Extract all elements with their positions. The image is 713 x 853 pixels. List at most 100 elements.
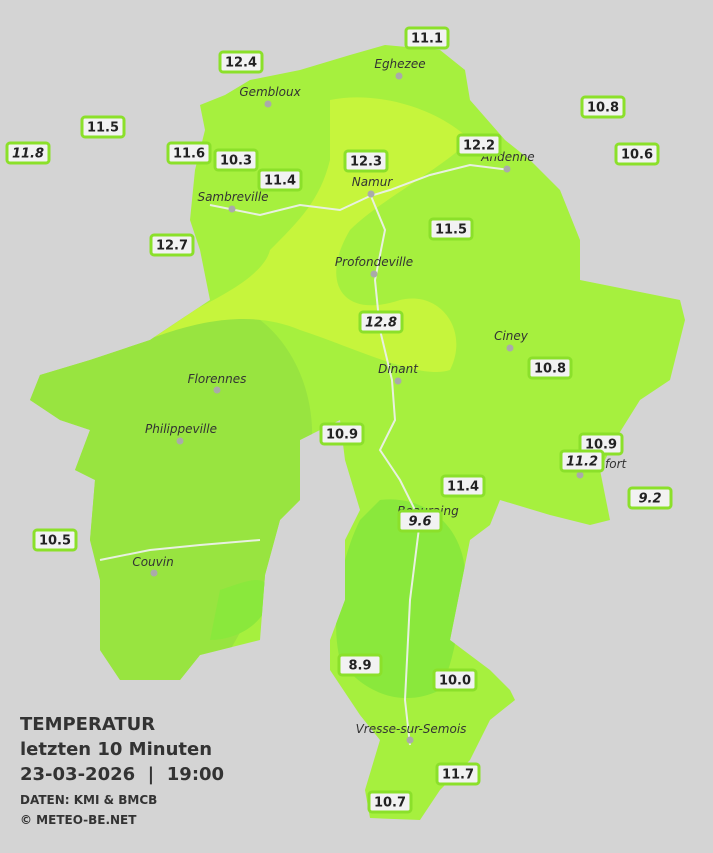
station-value: 11.4: [264, 174, 296, 189]
station: 10.3: [213, 148, 259, 172]
station-box: [559, 449, 605, 473]
station: 9.2: [627, 486, 673, 510]
station-box: [80, 115, 126, 139]
city-dot: [370, 270, 378, 278]
station-value: 10.8: [587, 101, 619, 116]
station-box: [580, 95, 626, 119]
city-label: Namur: [352, 175, 394, 189]
city-dot: [503, 165, 511, 173]
station: 12.3: [343, 149, 389, 173]
station-value: 12.8: [365, 316, 397, 331]
station-value: 11.5: [435, 223, 467, 238]
city-label: Eghezee: [374, 57, 425, 71]
station-value: 9.2: [638, 492, 661, 507]
city-dot: [228, 205, 236, 213]
city-label: Gembloux: [239, 85, 301, 99]
city-dot: [395, 72, 403, 80]
city-label: Sambreville: [197, 190, 268, 204]
river: [370, 195, 422, 746]
station-value: 10.5: [39, 534, 71, 549]
station-box: [404, 26, 450, 50]
station-box: [5, 141, 51, 165]
station: 10.7: [367, 790, 413, 814]
source: DATEN: KMI & BMCB: [20, 793, 157, 807]
city-dot: [176, 437, 184, 445]
station-box: [213, 148, 259, 172]
station: 11.6: [166, 141, 212, 165]
station: 10.5: [32, 528, 78, 552]
zone: [336, 499, 465, 699]
zone: [210, 580, 270, 640]
station-box: [397, 509, 443, 533]
station: 11.2: [559, 449, 605, 473]
station-box: [367, 790, 413, 814]
city-label: Florennes: [188, 372, 247, 386]
city-label: Philippeville: [145, 422, 217, 436]
subtitle: letzten 10 Minuten: [20, 739, 212, 760]
station-box: [614, 142, 660, 166]
station: 11.5: [80, 115, 126, 139]
station-value: 10.9: [326, 428, 358, 443]
station-box: [627, 486, 673, 510]
station-box: [358, 310, 404, 334]
station-value: 12.3: [350, 155, 382, 170]
station-box: [432, 668, 478, 692]
station: 11.1: [404, 26, 450, 50]
station-value: 9.6: [408, 515, 431, 530]
city-dot: [406, 736, 414, 744]
station-box: [319, 422, 365, 446]
station-box: [218, 50, 264, 74]
station-value: 10.7: [374, 796, 406, 811]
station-box: [32, 528, 78, 552]
station: 10.6: [614, 142, 660, 166]
station-value: 12.2: [463, 139, 495, 154]
station-box: [428, 217, 474, 241]
station: 12.7: [149, 233, 195, 257]
station-box: [149, 233, 195, 257]
station-box: [343, 149, 389, 173]
station: 11.8: [5, 141, 51, 165]
station-value: 12.7: [156, 239, 188, 254]
city-label: Profondeville: [335, 255, 413, 269]
station-value: 11.1: [411, 32, 443, 47]
station-value: 11.4: [447, 480, 479, 495]
station-value: 10.8: [534, 362, 566, 377]
station-value: 10.9: [585, 438, 617, 453]
station-box: [527, 356, 573, 380]
copyright: © METEO-BE.NET: [20, 813, 137, 827]
station-box: [337, 653, 383, 677]
city-dot: [506, 344, 514, 352]
city-label: Vresse-sur-Semois: [356, 722, 467, 736]
city-dot: [576, 471, 584, 479]
station-value: 11.2: [566, 455, 598, 470]
station: 11.4: [257, 168, 303, 192]
city-dot: [367, 190, 375, 198]
station: 11.7: [435, 762, 481, 786]
city-label: Couvin: [132, 555, 173, 569]
station: 12.4: [218, 50, 264, 74]
station: 10.0: [432, 668, 478, 692]
station: 11.5: [428, 217, 474, 241]
station-box: [166, 141, 212, 165]
river: [99, 539, 261, 561]
station: 12.8: [358, 310, 404, 334]
station: 8.9: [337, 653, 383, 677]
station-box: [435, 762, 481, 786]
station: 11.4: [440, 474, 486, 498]
timestamp: 23-03-2026 | 19:00: [20, 764, 224, 785]
city-dot: [264, 100, 272, 108]
station: 10.9: [319, 422, 365, 446]
station-value: 11.8: [12, 147, 44, 162]
title: TEMPERATUR: [20, 714, 155, 735]
station-value: 11.6: [173, 147, 205, 162]
station-box: [456, 133, 502, 157]
station-value: 11.7: [442, 768, 474, 783]
station: 9.6: [397, 509, 443, 533]
station-value: 11.5: [87, 121, 119, 136]
station-box: [257, 168, 303, 192]
station-value: 8.9: [348, 659, 371, 674]
city-dot: [213, 386, 221, 394]
city-dot: [394, 377, 402, 385]
station: 10.8: [527, 356, 573, 380]
